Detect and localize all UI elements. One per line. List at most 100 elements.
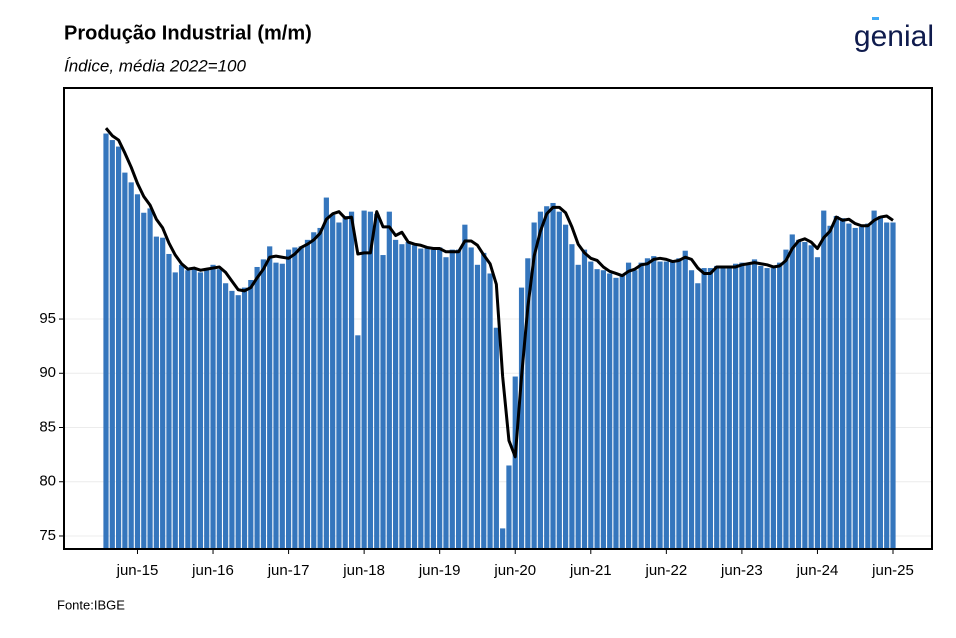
bar — [770, 268, 776, 549]
bar — [877, 215, 884, 549]
y-tick-label: 80 — [39, 473, 56, 490]
bar — [814, 257, 821, 549]
chart-subtitle: Índice, média 2022=100 — [64, 56, 246, 75]
bar — [701, 268, 707, 549]
bar — [235, 295, 241, 549]
x-tick-label: jun-21 — [569, 562, 612, 579]
bar — [103, 133, 109, 549]
bar — [676, 258, 682, 549]
bar — [537, 211, 544, 549]
bar — [846, 223, 852, 549]
bar — [884, 222, 890, 549]
x-tick-label: jun-24 — [796, 562, 839, 579]
moving-average-line — [104, 127, 894, 459]
y-tick-label: 75 — [39, 527, 56, 544]
bar — [865, 223, 871, 549]
bar — [361, 210, 367, 549]
bar — [714, 265, 720, 549]
logo-accent — [872, 17, 879, 20]
bar — [588, 261, 594, 549]
bar — [777, 262, 783, 549]
bar — [802, 242, 808, 549]
bar — [670, 261, 676, 549]
bar — [795, 239, 802, 549]
bar — [317, 227, 323, 549]
bar — [418, 248, 424, 549]
bar — [210, 264, 216, 549]
bar — [204, 268, 210, 549]
bar — [411, 245, 418, 549]
bar — [115, 146, 122, 550]
x-tick-label: jun-15 — [116, 562, 159, 579]
bar — [720, 268, 726, 549]
bar — [241, 287, 248, 549]
x-tick-label: jun-17 — [267, 562, 310, 579]
bar — [695, 283, 701, 549]
bar — [141, 212, 147, 549]
bar — [739, 262, 745, 549]
y-tick-label: 85 — [39, 418, 56, 435]
bar — [185, 270, 191, 549]
bar — [147, 208, 153, 550]
bar — [437, 247, 443, 549]
bar — [619, 274, 625, 549]
bar — [128, 182, 134, 549]
bar — [789, 234, 795, 549]
bar — [600, 270, 606, 549]
plot-frame — [63, 87, 933, 550]
bar — [424, 247, 430, 549]
bar — [380, 255, 386, 549]
x-tick-label: jun-19 — [418, 562, 461, 579]
bar — [474, 264, 481, 549]
bar — [399, 244, 405, 550]
bar — [512, 376, 518, 549]
bar — [197, 272, 204, 549]
bar — [355, 335, 361, 549]
bar — [449, 249, 455, 550]
bar — [726, 268, 732, 549]
bar — [556, 211, 562, 549]
bar — [808, 245, 814, 549]
bar — [229, 290, 235, 549]
bar — [330, 214, 336, 549]
logo: genial — [854, 20, 934, 53]
x-tick-label: jun-20 — [493, 562, 536, 579]
x-tick-label: jun-18 — [342, 562, 385, 579]
bar — [109, 140, 115, 549]
bar — [651, 256, 657, 549]
bar — [890, 222, 896, 549]
bar — [160, 237, 166, 550]
bar — [348, 211, 355, 549]
bar — [178, 264, 185, 549]
bar — [374, 213, 380, 550]
bar — [764, 268, 770, 549]
bar — [758, 265, 764, 549]
bar — [827, 225, 833, 550]
bar — [644, 258, 651, 549]
bar — [122, 172, 128, 549]
bar — [455, 249, 462, 550]
bar — [833, 215, 839, 549]
bar — [688, 270, 695, 549]
bar — [254, 266, 260, 549]
bar — [443, 257, 449, 549]
bar — [500, 528, 506, 549]
bar — [248, 279, 254, 549]
bar — [821, 210, 827, 549]
chart-title: Produção Industrial (m/m) — [64, 22, 312, 44]
bar — [172, 272, 178, 549]
bar — [481, 252, 487, 549]
bar — [840, 218, 846, 549]
y-tick-label: 90 — [39, 364, 56, 381]
bar — [462, 224, 468, 549]
bar — [285, 249, 292, 550]
bar — [531, 222, 537, 549]
bar — [273, 262, 279, 549]
bar — [216, 269, 222, 549]
bar — [506, 465, 512, 549]
bar — [525, 258, 531, 549]
bar — [657, 261, 663, 549]
bar — [367, 211, 374, 549]
bar — [468, 247, 474, 549]
bar — [267, 246, 273, 549]
